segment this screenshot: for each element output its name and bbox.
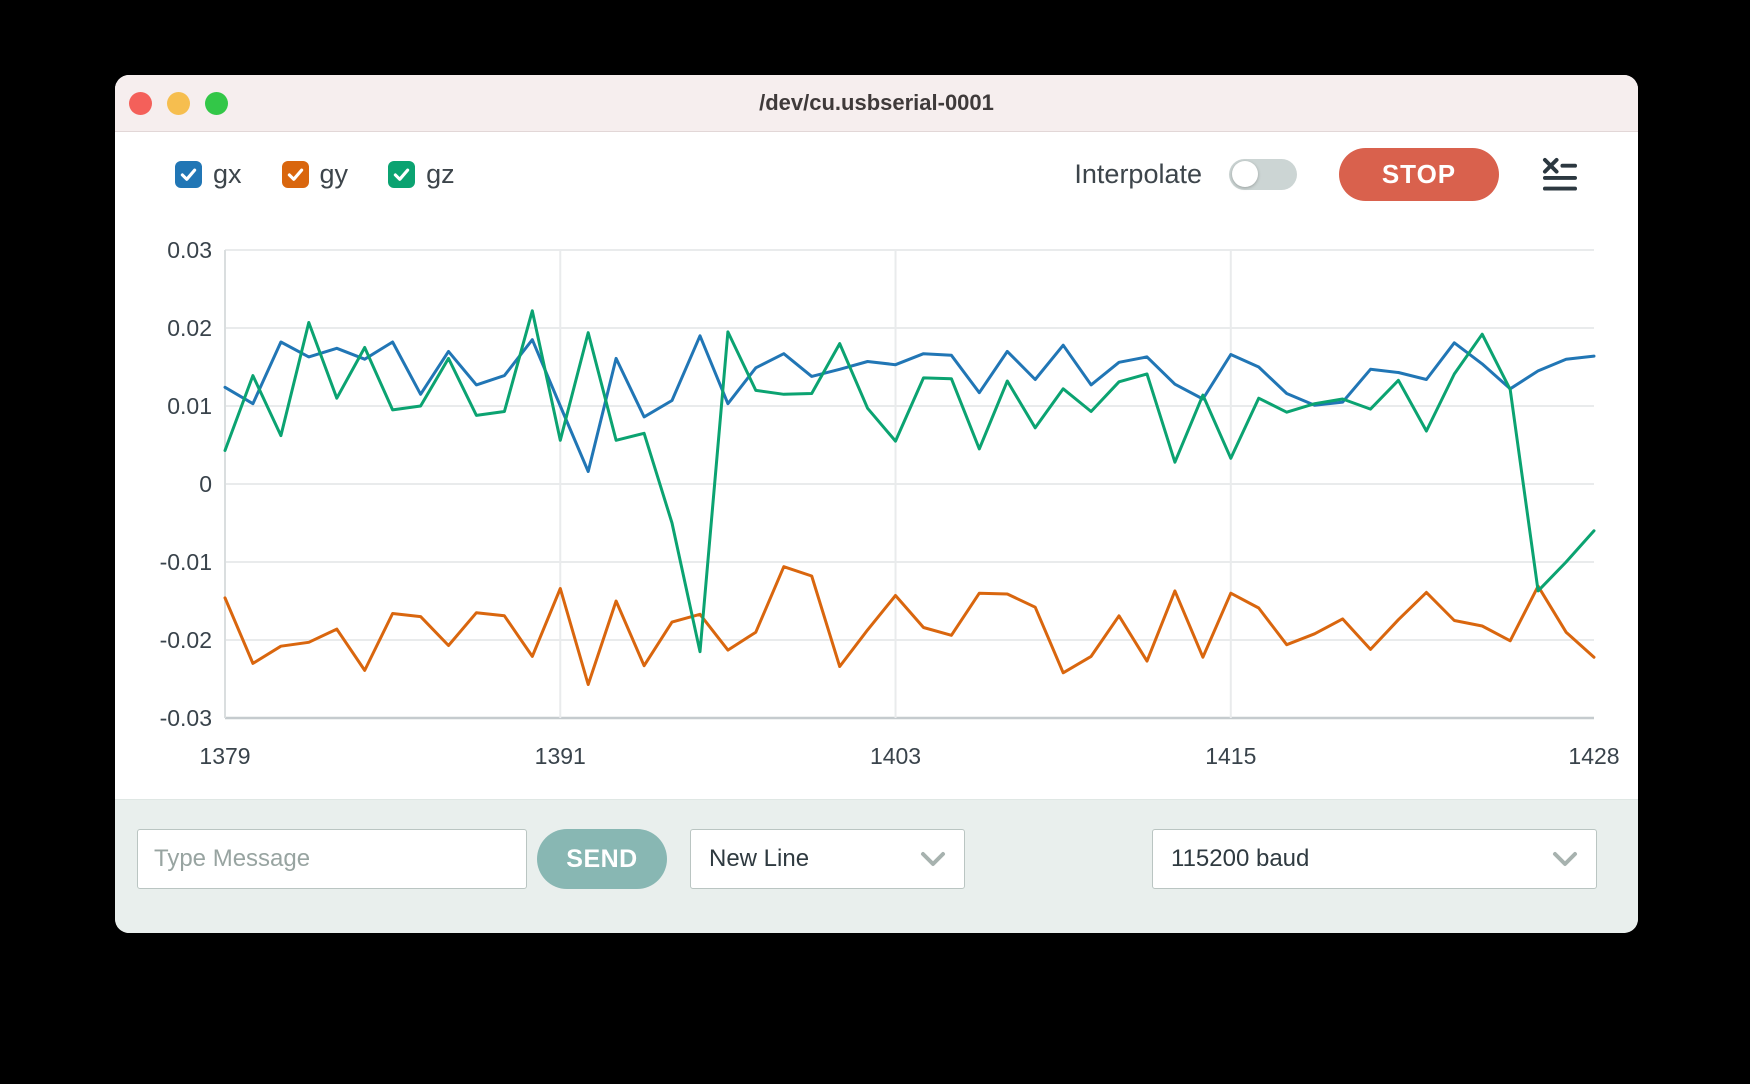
interpolate-label: Interpolate [1074, 158, 1202, 189]
close-button[interactable] [129, 92, 152, 115]
svg-text:1391: 1391 [535, 743, 586, 769]
toggle-knob [1232, 161, 1258, 187]
series-checkbox-gx[interactable]: gx [175, 159, 242, 190]
series-checkbox-gy[interactable]: gy [281, 158, 349, 190]
traffic-lights [129, 92, 228, 115]
svg-text:0: 0 [199, 471, 212, 497]
interpolate-toggle[interactable] [1229, 158, 1297, 190]
line-series-gy [223, 565, 1596, 686]
baud-value: 115200 baud [1171, 845, 1310, 872]
toolbar: gx gy gz Interpolate STOP [115, 132, 1638, 216]
svg-text:0.02: 0.02 [167, 315, 212, 341]
toolbar-right: Interpolate STOP [1074, 132, 1577, 216]
svg-text:0.01: 0.01 [167, 393, 212, 419]
line-series-gx [223, 334, 1596, 473]
chevron-down-icon [1553, 852, 1577, 866]
clear-list-icon[interactable] [1542, 156, 1577, 192]
checkbox-icon [388, 160, 416, 188]
svg-text:1403: 1403 [870, 743, 921, 769]
svg-text:1415: 1415 [1205, 743, 1256, 769]
chart-area: 0.03 0.02 0.01 0 -0.01 -0.02 -0.03 1379 1391 1403… [115, 216, 1638, 876]
line-ending-value: New Line [709, 845, 810, 872]
message-input[interactable] [137, 829, 527, 889]
svg-text:-0.03: -0.03 [160, 705, 212, 731]
maximize-button[interactable] [205, 92, 228, 115]
svg-text:1428: 1428 [1568, 743, 1619, 769]
series-label: gz [426, 158, 455, 189]
window-title: /dev/cu.usbserial-0001 [759, 90, 994, 115]
svg-text:1379: 1379 [199, 743, 250, 769]
line-ending-select[interactable]: New Line [690, 829, 965, 889]
stop-button[interactable]: STOP [1339, 147, 1499, 201]
baud-select[interactable]: 115200 baud [1152, 829, 1597, 889]
checkbox-icon [281, 160, 309, 188]
svg-text:-0.02: -0.02 [160, 627, 212, 653]
series-label: gy [319, 158, 349, 189]
svg-text:0.03: 0.03 [167, 237, 212, 263]
checkbox-icon [175, 160, 202, 188]
send-button[interactable]: SEND [537, 829, 667, 889]
svg-text:-0.01: -0.01 [160, 549, 212, 575]
series-toggles: gx gy gz [175, 132, 455, 216]
line-series-gz [223, 309, 1596, 654]
series-checkbox-gz[interactable]: gz [388, 159, 455, 190]
window-titlebar: /dev/cu.usbserial-0001 [115, 75, 1638, 132]
series-label: gx [213, 158, 242, 189]
minimize-button[interactable] [167, 92, 190, 115]
footer-bar: SEND New Line 115200 baud [115, 799, 1638, 933]
app-window: /dev/cu.usbserial-0001 gx gy gz Interpolat… [115, 75, 1638, 933]
chevron-down-icon [921, 852, 945, 866]
